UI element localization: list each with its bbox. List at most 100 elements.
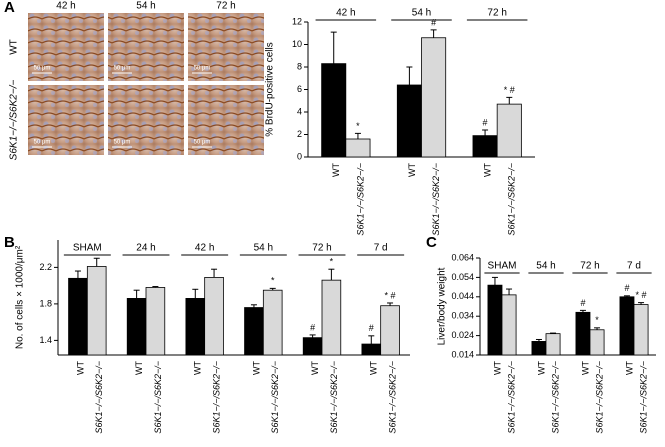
y-tick-label: 8: [297, 61, 302, 71]
y-tick-label: 0.034: [451, 311, 474, 321]
y-axis-label: Liver/body weight: [437, 267, 448, 345]
y-axis-label: No. of cells × 1000/μm²: [15, 245, 26, 349]
micrograph: [188, 85, 264, 155]
bar: [262, 289, 283, 356]
annotation: #: [483, 117, 488, 127]
bar: [345, 138, 371, 158]
y-tick-label: 6: [297, 84, 302, 94]
x-tick-label: WT: [580, 361, 590, 375]
bar: [487, 284, 503, 356]
y-tick-label: 4: [297, 106, 302, 116]
x-tick-label: S6K1−/−/S6K2−/−: [211, 361, 221, 434]
bar: [633, 304, 649, 356]
annotation: *: [330, 257, 334, 267]
group-label: 72 h: [580, 261, 599, 272]
scale-bar-label: 50 μm: [194, 66, 211, 72]
x-tick-label: S6K1−/−/S6K2−/−: [594, 361, 604, 434]
panel-label: A: [4, 0, 15, 16]
x-tick-label: S6K1−/−/S6K2−/−: [507, 163, 517, 236]
scale-bar-label: 50 μm: [34, 66, 51, 72]
y-tick-label: 0: [297, 151, 302, 161]
group-label: 42 h: [195, 243, 214, 254]
x-tick-label: S6K1−/−/S6K2−/−: [387, 361, 397, 434]
group-label: 7 d: [627, 261, 641, 272]
x-tick-label: WT: [134, 361, 144, 375]
bar: [575, 311, 591, 356]
scale-bar-label: 50 μm: [114, 140, 131, 146]
bar: [302, 337, 323, 356]
group-label: 24 h: [136, 243, 155, 254]
bar: [185, 298, 206, 356]
y-tick-label: 12: [292, 16, 302, 26]
bar: [619, 296, 635, 356]
group-label: 54 h: [536, 261, 555, 272]
y-tick-label: 2.2: [39, 262, 52, 272]
x-tick-label: WT: [482, 163, 492, 177]
annotation: #: [369, 323, 374, 333]
micrograph: [28, 13, 104, 81]
annotation: #: [624, 283, 629, 293]
x-tick-label: S6K1−/−/S6K2−/−: [270, 361, 280, 434]
x-tick-label: WT: [492, 361, 502, 375]
bar: [472, 135, 498, 158]
y-tick-label: 0.054: [451, 272, 474, 282]
scale-bar-label: 50 μm: [34, 140, 51, 146]
group-label: SHAM: [73, 243, 102, 254]
bar: [68, 277, 88, 356]
group-label: 42 h: [336, 8, 355, 19]
bar: [531, 341, 547, 356]
row-label: S6K1−/−/S6K2−/−: [9, 80, 20, 161]
group-label: 54 h: [412, 8, 431, 19]
x-tick-label: WT: [407, 163, 417, 177]
group-label: 72 h: [312, 243, 331, 254]
x-tick-label: WT: [251, 361, 261, 375]
panel-label: B: [4, 234, 15, 251]
x-tick-label: S6K1−/−/S6K2−/−: [638, 361, 648, 434]
bar: [204, 277, 224, 356]
y-tick-label: 0.024: [451, 330, 474, 340]
x-tick-label: S6K1−/−/S6K2−/−: [355, 163, 365, 236]
x-tick-label: S6K1−/−/S6K2−/−: [94, 361, 104, 434]
y-tick-label: 2: [297, 129, 302, 139]
x-tick-label: WT: [624, 361, 634, 375]
x-tick-label: S6K1−/−/S6K2−/−: [153, 361, 163, 434]
bar: [86, 266, 107, 356]
micrograph: [108, 85, 184, 155]
annotation: #: [310, 322, 315, 332]
bar: [501, 294, 517, 356]
x-tick-label: S6K1−/−/S6K2−/−: [329, 361, 339, 434]
y-tick-label: 0.064: [451, 252, 474, 262]
group-label: 7 d: [374, 243, 388, 254]
annotation: * #: [385, 290, 396, 300]
group-label: 72 h: [487, 8, 506, 19]
column-label: 54 h: [136, 1, 155, 12]
x-tick-label: WT: [75, 361, 85, 375]
y-tick-label: 1.4: [39, 335, 52, 345]
annotation: *: [356, 121, 360, 131]
x-tick-label: WT: [310, 361, 320, 375]
bar: [380, 305, 400, 356]
x-tick-label: WT: [193, 361, 203, 375]
bar: [244, 307, 264, 356]
micrograph: [188, 13, 264, 81]
bar: [396, 84, 422, 158]
scale-bars: [32, 72, 212, 148]
y-tick-label: 0.014: [451, 349, 474, 359]
micrograph: [28, 85, 104, 155]
x-tick-label: S6K1−/−/S6K2−/−: [550, 361, 560, 434]
y-tick-label: 1.8: [39, 298, 52, 308]
column-label: 72 h: [216, 1, 235, 12]
x-tick-label: WT: [331, 163, 341, 177]
x-tick-label: S6K1−/−/S6K2−/−: [506, 361, 516, 434]
x-tick-label: WT: [369, 361, 379, 375]
annotation: *: [595, 315, 599, 325]
micrograph: [108, 13, 184, 81]
bar: [145, 287, 166, 356]
bar: [126, 298, 147, 356]
scale-bar-label: 50 μm: [114, 66, 131, 72]
y-tick-label: 10: [292, 39, 302, 49]
group-label: 54 h: [254, 243, 273, 254]
bar: [361, 343, 382, 356]
row-label: WT: [9, 39, 20, 55]
